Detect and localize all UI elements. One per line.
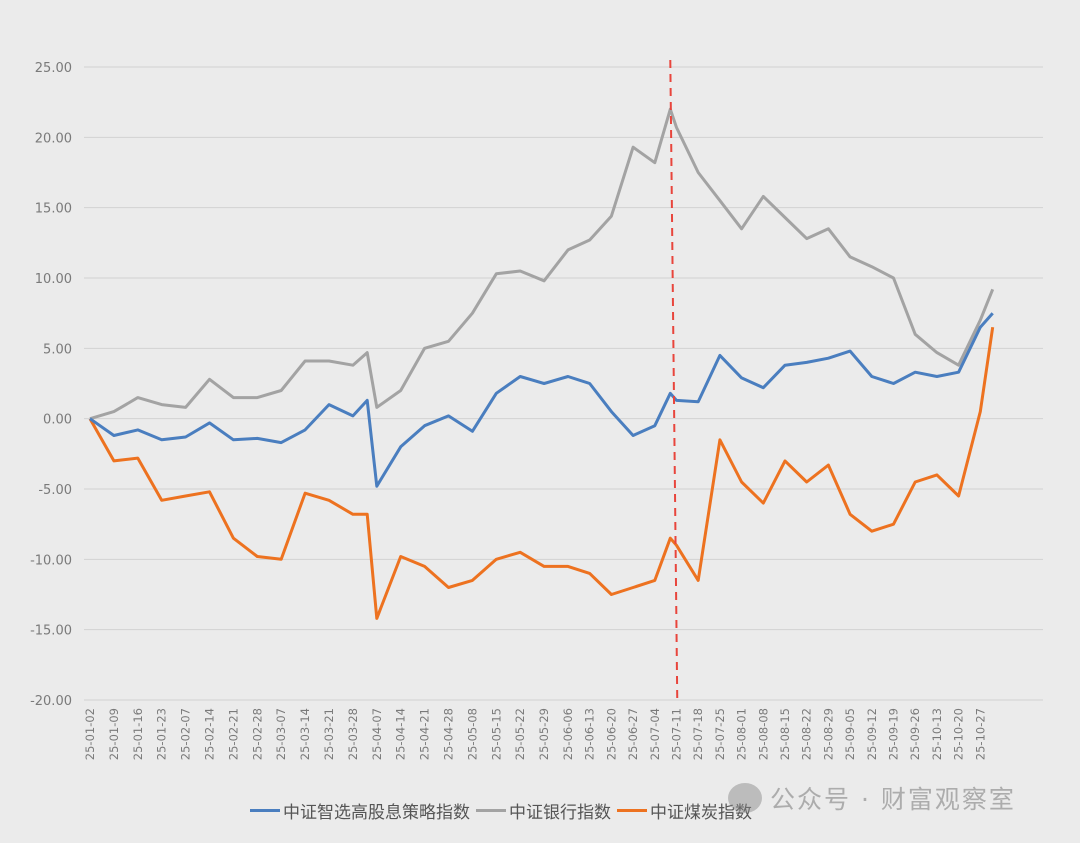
x-tick-label: 25-01-16: [131, 708, 145, 760]
x-tick-label: 25-08-08: [756, 708, 770, 760]
watermark: 公众号 · 财富观察室: [728, 780, 1016, 816]
x-tick-label: 25-01-09: [107, 708, 121, 760]
y-tick-label: -15.00: [30, 624, 72, 639]
y-axis-labels: 25.00 20.00 15.00 10.00 5.00 0.00 -5.00 -10.00 -…: [30, 61, 72, 709]
y-tick-label: 10.00: [35, 272, 72, 287]
x-tick-label: 25-10-13: [930, 708, 944, 760]
x-tick-label: 25-05-29: [537, 708, 551, 760]
legend-swatch-orange: [617, 809, 647, 812]
vertical-marker: [669, 59, 679, 705]
y-tick-label: 20.00: [35, 131, 72, 146]
legend-label: 中证银行指数: [509, 803, 611, 823]
x-tick-label: 25-02-28: [250, 708, 264, 760]
x-tick-label: 25-02-07: [179, 708, 193, 760]
x-tick-label: 25-06-13: [583, 708, 597, 760]
x-tick-label: 25-07-11: [670, 708, 684, 760]
x-tick-label: 25-08-01: [735, 708, 749, 760]
x-tick-label: 25-03-14: [298, 708, 312, 760]
x-tick-label: 25-07-25: [713, 708, 727, 760]
legend-label: 中证煤炭指数: [650, 803, 752, 823]
y-tick-label: 25.00: [35, 61, 72, 76]
watermark-text: 公众号 · 财富观察室: [770, 785, 1016, 814]
y-tick-label: 15.00: [35, 202, 72, 217]
x-tick-label: 25-04-28: [442, 708, 456, 760]
x-tick-label: 25-04-14: [394, 708, 408, 760]
y-tick-label: -5.00: [38, 483, 72, 498]
legend-item-high-dividend: 中证智选高股息策略指数: [250, 798, 470, 823]
legend-swatch-blue: [250, 809, 280, 812]
x-tick-label: 25-02-14: [203, 708, 217, 760]
x-tick-label: 25-04-21: [418, 708, 432, 760]
x-tick-label: 25-01-02: [83, 708, 97, 760]
wechat-icon: [728, 783, 762, 813]
x-tick-label: 25-04-07: [370, 708, 384, 760]
legend-swatch-gray: [476, 809, 506, 812]
series-line: [89, 312, 994, 488]
x-tick-label: 25-03-07: [274, 708, 288, 760]
x-tick-label: 25-01-23: [155, 708, 169, 760]
series-line: [88, 326, 995, 620]
series-lines: [88, 107, 995, 620]
x-tick-label: 25-05-08: [465, 708, 479, 760]
x-tick-label: 25-07-18: [691, 708, 705, 760]
vertical-dashed-line: [669, 59, 679, 705]
x-tick-label: 25-05-22: [513, 708, 527, 760]
y-tick-label: -20.00: [30, 694, 72, 709]
x-tick-label: 25-09-12: [865, 708, 879, 760]
legend-item-bank: 中证银行指数: [476, 798, 611, 823]
x-tick-label: 25-08-15: [778, 708, 792, 760]
x-tick-label: 25-10-20: [952, 708, 966, 760]
x-tick-label: 25-03-21: [322, 708, 336, 760]
x-tick-label: 25-07-04: [648, 708, 662, 760]
x-tick-label: 25-08-29: [821, 708, 835, 760]
x-tick-label: 25-05-15: [489, 708, 503, 760]
x-tick-label: 25-09-26: [908, 708, 922, 760]
x-tick-label: 25-09-05: [843, 708, 857, 760]
y-tick-label: 0.00: [43, 413, 72, 428]
x-tick-label: 25-06-06: [561, 708, 575, 760]
x-tick-label: 25-08-22: [800, 708, 814, 760]
x-tick-label: 25-06-27: [626, 708, 640, 760]
y-tick-label: -10.00: [30, 553, 72, 568]
x-tick-label: 25-06-20: [604, 708, 618, 760]
legend: 中证智选高股息策略指数 中证银行指数 中证煤炭指数: [250, 798, 758, 823]
series-line: [89, 107, 995, 421]
legend-label: 中证智选高股息策略指数: [283, 803, 470, 823]
legend-item-coal: 中证煤炭指数: [617, 798, 752, 823]
x-tick-label: 25-10-27: [973, 708, 987, 760]
x-tick-label: 25-03-28: [346, 708, 360, 760]
x-tick-label: 25-02-21: [226, 708, 240, 760]
x-tick-label: 25-09-19: [887, 708, 901, 760]
y-tick-label: 5.00: [43, 342, 72, 357]
x-axis-labels: 25-01-02 25-01-09 25-01-16 25-01-23 25-02-07…: [83, 708, 987, 760]
gridlines: [84, 66, 1043, 701]
